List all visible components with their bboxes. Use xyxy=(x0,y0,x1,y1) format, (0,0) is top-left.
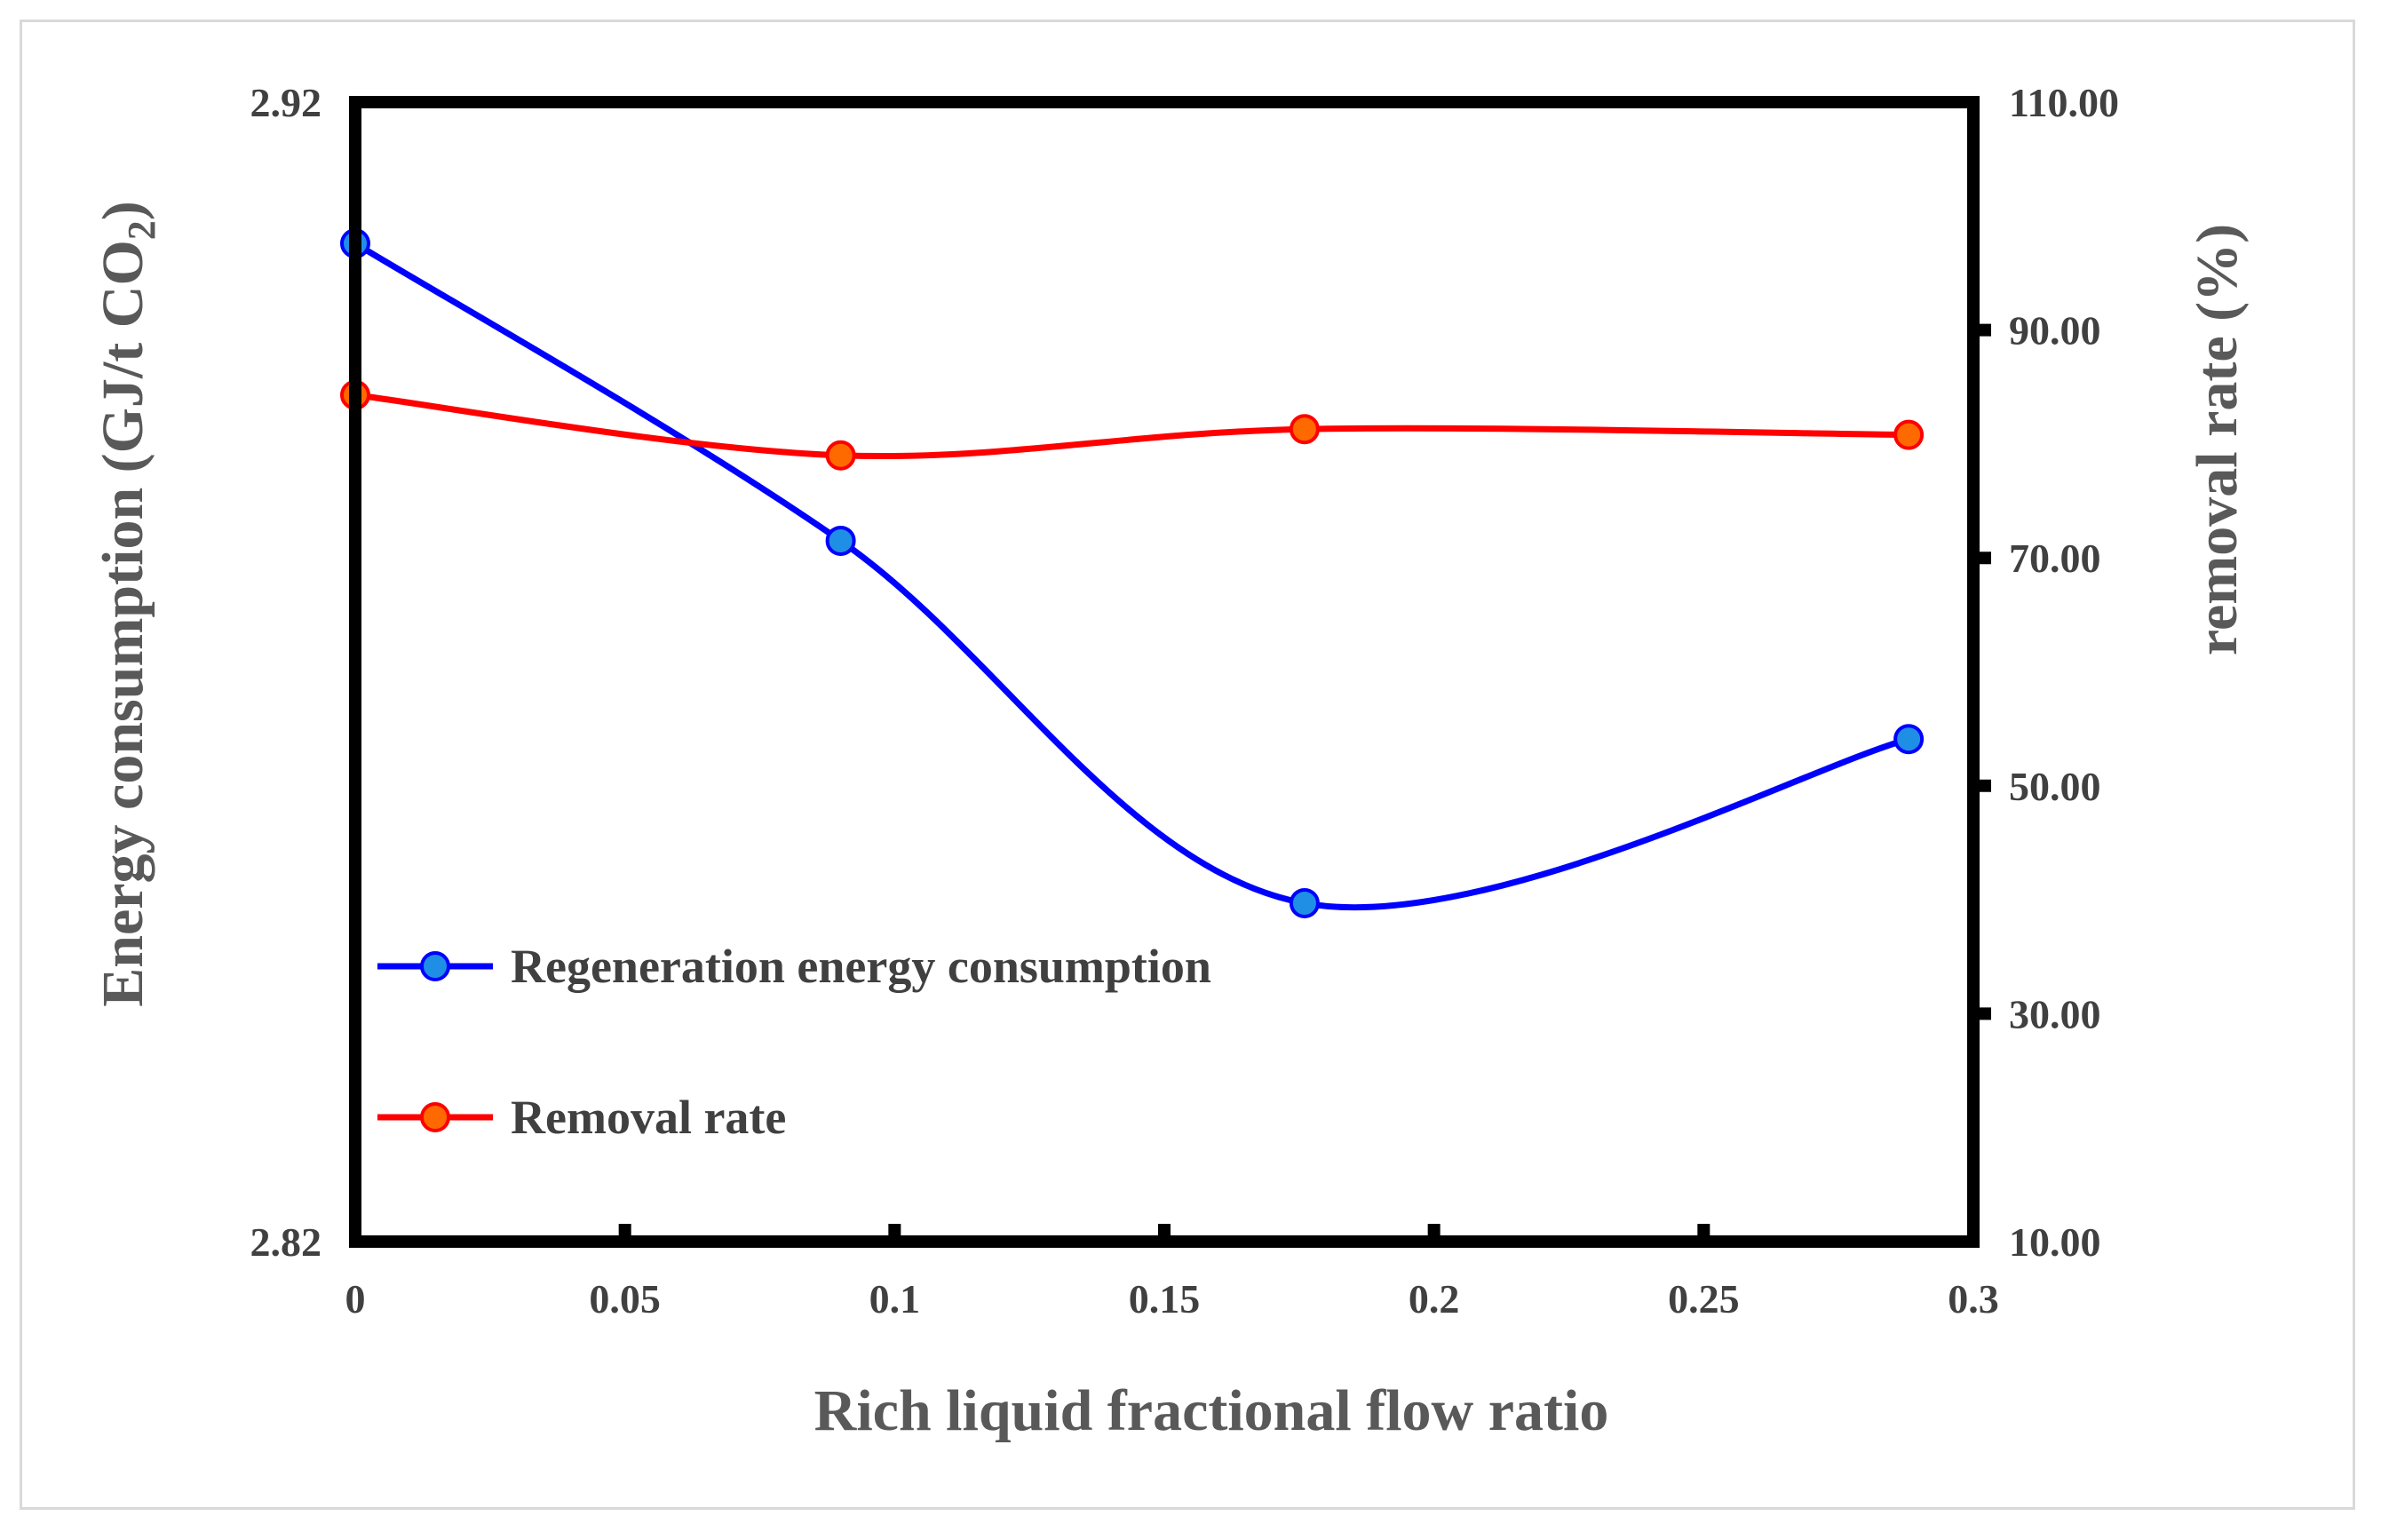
y2-tick-label: 90.00 xyxy=(2009,308,2101,353)
data-point-removal xyxy=(1893,419,1925,450)
y2-tick-label: 70.00 xyxy=(2009,536,2101,581)
data-point-removal xyxy=(1289,414,1320,445)
legend: Regeneration energy consumption Removal … xyxy=(377,940,1211,1144)
x-tick-label: 0.05 xyxy=(589,1276,661,1322)
plot-area xyxy=(349,96,1980,1248)
legend-label-removal: Removal rate xyxy=(511,1091,786,1144)
ticks-layer xyxy=(618,323,1991,1242)
data-point-regeneration xyxy=(1289,887,1320,918)
data-point-removal xyxy=(825,440,856,471)
y-axis-title-main: Energy consumption (GJ/t CO xyxy=(91,240,155,1007)
labels-layer: 0 0.05 0.1 0.15 0.2 0.25 0.3 2.82 2.92 10.00 30.00… xyxy=(250,80,2119,1322)
y2-tick-label: 10.00 xyxy=(2009,1219,2101,1265)
legend-label-regeneration: Regeneration energy consumption xyxy=(511,940,1211,993)
x-tick-label: 0.15 xyxy=(1129,1276,1201,1322)
x-tick-label: 0.1 xyxy=(869,1276,921,1322)
y-axis-title-subscript: 2 xyxy=(120,220,163,240)
y-tick-label: 2.82 xyxy=(250,1219,322,1265)
x-tick-label: 0.3 xyxy=(1948,1276,1999,1322)
y2-tick-label: 30.00 xyxy=(2009,991,2101,1036)
legend-item-regeneration: Regeneration energy consumption xyxy=(377,940,1211,993)
y2-tick-label: 50.00 xyxy=(2009,764,2101,809)
chart-frame xyxy=(20,20,2355,1510)
legend-item-removal: Removal rate xyxy=(377,1091,786,1144)
data-point-regeneration xyxy=(825,525,856,556)
y-tick-label: 2.92 xyxy=(250,80,322,125)
legend-marker-removal xyxy=(420,1102,450,1132)
data-point-regeneration xyxy=(1893,724,1925,755)
y-axis-title-close: ) xyxy=(91,201,155,220)
y2-tick-label: 110.00 xyxy=(2009,80,2119,125)
y2-axis-title: removal rate (%) xyxy=(2185,224,2250,655)
x-axis-title: Rich liquid fractional flow ratio xyxy=(814,1378,1609,1443)
series-layer xyxy=(340,228,1925,918)
x-tick-label: 0.25 xyxy=(1668,1276,1740,1322)
series-line-regeneration xyxy=(353,241,1910,911)
y-axis-title: Energy consumption (GJ/t CO2) xyxy=(91,201,163,1007)
x-tick-label: 0.2 xyxy=(1409,1276,1460,1322)
series-line-removal xyxy=(354,392,1909,460)
legend-marker-regeneration xyxy=(420,951,450,981)
x-tick-label: 0 xyxy=(345,1276,366,1322)
